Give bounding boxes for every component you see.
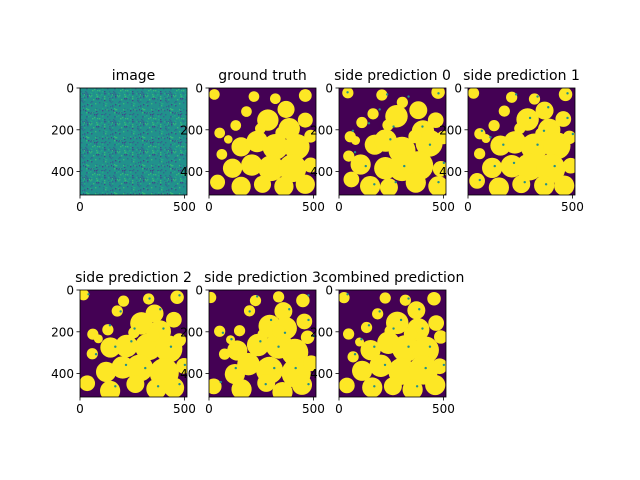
- subplot-title: side prediction 1: [463, 68, 580, 84]
- y-tick-label: 0: [195, 82, 203, 96]
- y-tick-label: 400: [51, 367, 74, 381]
- x-tick-label: 0: [205, 402, 213, 416]
- axes-frame: [208, 289, 317, 398]
- y-tick-label: 0: [66, 284, 74, 298]
- axes-frame: [338, 87, 447, 196]
- axes-frame: [79, 289, 188, 398]
- y-tick-label: 200: [180, 123, 203, 137]
- axes-frame: [208, 87, 317, 196]
- y-tick-label: 400: [310, 165, 333, 179]
- subplot-grid: image 0 500 0 200 400 ground truth 0 500 0 200 400 s…: [51, 68, 584, 416]
- axes-frame: [79, 87, 188, 196]
- y-tick-label: 0: [195, 284, 203, 298]
- x-tick-label: 0: [335, 402, 343, 416]
- x-tick-label: 0: [335, 200, 343, 214]
- heatmap-image: [80, 290, 187, 397]
- x-tick-label: 500: [561, 200, 584, 214]
- heatmap-image: [209, 88, 316, 195]
- y-tick-label: 0: [325, 82, 333, 96]
- heatmap-image: [339, 88, 446, 195]
- heatmap-image: [468, 88, 575, 195]
- heatmap-image: [80, 88, 187, 195]
- subplot-title: side prediction 0: [334, 68, 451, 84]
- subplot-title: side prediction 2: [75, 270, 192, 286]
- y-tick-label: 0: [325, 284, 333, 298]
- y-tick-label: 200: [310, 325, 333, 339]
- subplot-title: side prediction 3: [204, 270, 321, 286]
- x-tick-label: 500: [432, 402, 455, 416]
- x-tick-label: 0: [76, 200, 84, 214]
- y-tick-label: 400: [180, 367, 203, 381]
- x-tick-label: 0: [76, 402, 84, 416]
- y-tick-label: 200: [51, 325, 74, 339]
- heatmap-image: [209, 290, 316, 397]
- subplot-title: combined prediction: [321, 270, 465, 286]
- y-tick-label: 400: [51, 165, 74, 179]
- subplot-title: ground truth: [218, 68, 306, 84]
- subplot-0: image 0 500 0 200 400: [51, 68, 196, 214]
- x-tick-label: 500: [302, 402, 325, 416]
- axes-frame: [338, 289, 447, 398]
- subplot-1: ground truth 0 500 0 200 400: [180, 68, 325, 214]
- x-tick-label: 500: [173, 200, 196, 214]
- y-tick-label: 400: [180, 165, 203, 179]
- y-tick-label: 200: [180, 325, 203, 339]
- x-tick-label: 0: [464, 200, 472, 214]
- axes-frame: [467, 87, 576, 196]
- x-tick-label: 500: [432, 200, 455, 214]
- heatmap-image: [339, 290, 446, 397]
- y-tick-label: 0: [454, 82, 462, 96]
- x-tick-label: 0: [205, 200, 213, 214]
- y-tick-label: 400: [310, 367, 333, 381]
- y-tick-label: 400: [439, 165, 462, 179]
- y-tick-label: 200: [310, 123, 333, 137]
- y-tick-label: 200: [439, 123, 462, 137]
- subplot-title: image: [112, 68, 156, 84]
- x-tick-label: 500: [173, 402, 196, 416]
- x-tick-label: 500: [302, 200, 325, 214]
- y-tick-label: 0: [66, 82, 74, 96]
- y-tick-label: 200: [51, 123, 74, 137]
